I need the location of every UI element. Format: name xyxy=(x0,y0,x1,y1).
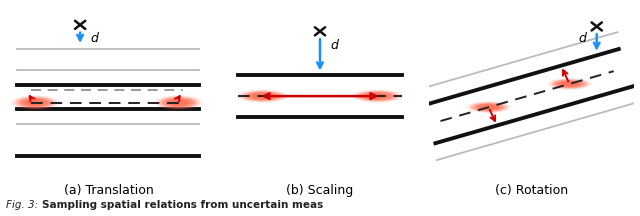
Ellipse shape xyxy=(244,91,282,101)
Ellipse shape xyxy=(372,95,383,98)
Text: (b) Scaling: (b) Scaling xyxy=(286,184,354,197)
Ellipse shape xyxy=(173,101,184,104)
Ellipse shape xyxy=(17,97,53,108)
Ellipse shape xyxy=(564,83,574,85)
Ellipse shape xyxy=(240,90,285,102)
Ellipse shape xyxy=(553,80,586,88)
Ellipse shape xyxy=(157,96,200,109)
Ellipse shape xyxy=(485,106,492,108)
Ellipse shape xyxy=(14,96,56,109)
Ellipse shape xyxy=(360,92,394,100)
Ellipse shape xyxy=(163,98,195,108)
Ellipse shape xyxy=(552,79,588,89)
Ellipse shape xyxy=(353,90,402,102)
Ellipse shape xyxy=(238,90,287,102)
Text: $d$: $d$ xyxy=(579,31,588,45)
Ellipse shape xyxy=(251,93,274,99)
Ellipse shape xyxy=(374,95,381,97)
Ellipse shape xyxy=(161,97,196,108)
Ellipse shape xyxy=(474,103,503,111)
Ellipse shape xyxy=(253,94,272,98)
Ellipse shape xyxy=(469,102,508,112)
Ellipse shape xyxy=(175,102,182,104)
Ellipse shape xyxy=(366,93,389,99)
Ellipse shape xyxy=(487,107,490,108)
Ellipse shape xyxy=(556,81,582,87)
Ellipse shape xyxy=(257,95,268,98)
Ellipse shape xyxy=(164,98,193,107)
Ellipse shape xyxy=(170,100,188,105)
Ellipse shape xyxy=(362,92,392,100)
Ellipse shape xyxy=(356,91,398,102)
Ellipse shape xyxy=(550,79,589,89)
Ellipse shape xyxy=(555,80,584,88)
Ellipse shape xyxy=(561,82,578,86)
Ellipse shape xyxy=(467,102,510,113)
Ellipse shape xyxy=(248,92,278,100)
Ellipse shape xyxy=(29,101,40,104)
Text: Sampling spatial relations from uncertain meas: Sampling spatial relations from uncertai… xyxy=(42,200,323,210)
Ellipse shape xyxy=(472,103,505,111)
Ellipse shape xyxy=(28,100,42,105)
Ellipse shape xyxy=(24,99,45,106)
Ellipse shape xyxy=(177,102,180,103)
Ellipse shape xyxy=(246,92,280,100)
Text: Fig. 3:: Fig. 3: xyxy=(6,200,42,210)
Ellipse shape xyxy=(12,95,58,110)
Ellipse shape xyxy=(242,91,284,102)
Ellipse shape xyxy=(566,83,573,85)
Ellipse shape xyxy=(484,106,493,108)
Ellipse shape xyxy=(548,78,591,90)
Ellipse shape xyxy=(479,105,499,110)
Ellipse shape xyxy=(370,94,385,98)
Ellipse shape xyxy=(22,99,47,106)
Ellipse shape xyxy=(376,96,380,97)
Ellipse shape xyxy=(364,93,391,100)
Ellipse shape xyxy=(368,94,387,98)
Ellipse shape xyxy=(172,100,186,105)
Text: $d$: $d$ xyxy=(90,31,100,45)
Ellipse shape xyxy=(559,81,579,87)
Ellipse shape xyxy=(558,81,581,87)
Ellipse shape xyxy=(168,99,189,106)
Ellipse shape xyxy=(259,95,266,97)
Ellipse shape xyxy=(481,105,497,109)
Text: $d$: $d$ xyxy=(330,38,340,52)
Ellipse shape xyxy=(159,97,198,108)
Ellipse shape xyxy=(26,100,44,105)
Ellipse shape xyxy=(249,93,276,100)
Ellipse shape xyxy=(482,105,495,109)
Ellipse shape xyxy=(476,104,502,111)
Ellipse shape xyxy=(470,102,507,112)
Text: (c) Rotation: (c) Rotation xyxy=(495,184,568,197)
Ellipse shape xyxy=(563,82,576,86)
Ellipse shape xyxy=(21,98,49,107)
Ellipse shape xyxy=(15,97,54,108)
Ellipse shape xyxy=(355,90,400,102)
Ellipse shape xyxy=(358,91,396,101)
Ellipse shape xyxy=(19,98,51,108)
Ellipse shape xyxy=(31,102,38,104)
Text: (a) Translation: (a) Translation xyxy=(64,184,154,197)
Ellipse shape xyxy=(260,96,264,97)
Ellipse shape xyxy=(477,104,500,110)
Ellipse shape xyxy=(255,94,270,98)
Ellipse shape xyxy=(166,99,191,106)
Ellipse shape xyxy=(156,95,202,110)
Ellipse shape xyxy=(33,102,37,103)
